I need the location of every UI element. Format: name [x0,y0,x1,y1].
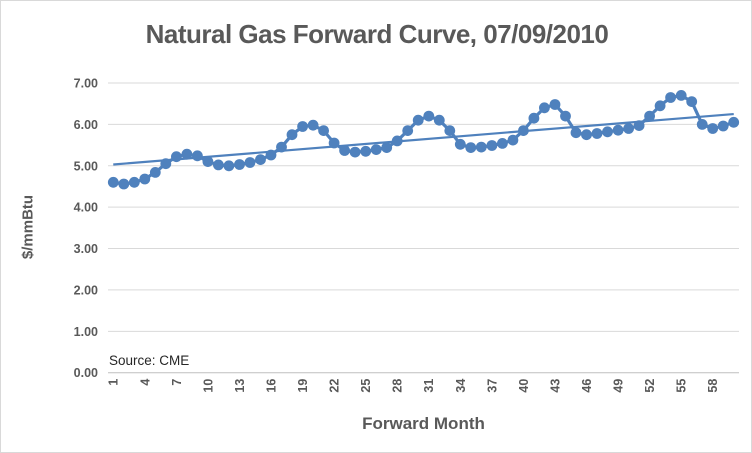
data-point-marker [107,176,119,188]
data-point-marker [623,123,634,134]
x-tick-label: 1 [107,379,121,386]
data-point-marker [433,114,445,126]
data-point-marker [223,160,235,172]
data-point-marker [507,134,519,146]
data-point-marker [360,145,372,157]
data-point-marker [244,157,256,168]
data-point-marker [370,144,382,156]
y-tick-label: 6.00 [74,118,98,132]
data-point-marker [318,125,329,136]
data-point-marker [339,145,350,156]
data-point-marker [349,146,361,158]
x-tick-label: 58 [706,379,720,393]
data-point-marker [654,100,666,112]
x-axis-title: Forward Month [362,414,485,433]
x-tick-label: 19 [296,379,310,393]
data-point-marker [297,121,308,132]
x-tick-label: 22 [328,379,342,393]
data-point-marker [675,90,687,101]
x-tick-label: 49 [612,379,626,393]
data-point-marker [307,119,319,131]
x-tick-label: 4 [138,379,152,386]
y-tick-label: 1.00 [74,325,98,339]
source-note: Source: CME [109,353,190,368]
data-point-marker [454,138,466,150]
data-point-marker [202,156,214,168]
data-point-marker [591,128,603,139]
data-point-marker [644,110,655,122]
data-point-marker [560,110,571,122]
data-point-marker [276,141,287,153]
y-tick-label: 5.00 [74,159,98,173]
x-tick-label: 40 [517,379,531,393]
data-point-marker [149,167,161,178]
data-point-marker [391,135,403,147]
data-point-marker [633,120,645,131]
data-point-marker [728,116,740,128]
data-point-marker [286,129,298,141]
x-tick-label: 7 [170,379,184,386]
data-point-marker [171,151,182,163]
data-point-marker [665,92,676,103]
data-point-marker [696,119,708,130]
y-tick-label: 4.00 [74,201,98,215]
data-point-marker [118,178,130,190]
data-point-marker [528,112,540,124]
data-point-marker [486,140,498,151]
data-point-marker [402,125,414,136]
data-point-marker [128,176,140,188]
data-point-marker [444,125,456,136]
y-tick-label: 3.00 [74,242,98,256]
trendline [113,112,734,166]
data-point-marker [160,158,172,170]
y-tick-label: 2.00 [74,283,98,297]
data-point-marker [518,125,529,136]
data-point-marker [412,114,424,126]
x-tick-label: 34 [454,379,468,393]
x-tick-label: 28 [391,379,405,393]
data-point-marker [328,137,340,149]
data-point-marker [602,126,613,138]
x-tick-label: 37 [485,379,499,393]
x-tick-label: 25 [359,379,373,393]
x-tick-label: 55 [675,379,689,393]
y-tick-label: 0.00 [74,366,98,380]
data-point-marker [139,173,151,185]
data-point-marker [581,129,592,141]
y-tick-label: 7.00 [74,77,98,91]
data-point-marker [234,159,245,170]
data-point-marker [707,123,719,134]
data-point-marker [181,148,193,160]
data-point-marker [465,142,477,154]
data-point-marker [570,127,582,139]
data-point-marker [213,159,224,171]
data-point-marker [475,141,487,153]
data-point-marker [686,96,698,107]
data-point-marker [539,102,550,114]
x-tick-label: 10 [201,379,215,393]
x-tick-label: 16 [265,379,279,393]
x-tick-label: 43 [548,379,562,393]
data-point-marker [497,138,508,149]
data-point-marker [717,120,729,132]
x-tick-label: 52 [643,379,657,393]
data-point-marker [549,99,561,110]
data-point-marker [192,150,203,162]
data-point-marker [612,124,624,136]
x-tick-label: 13 [233,379,247,393]
data-point-marker [381,142,393,154]
x-tick-label: 31 [422,379,436,393]
x-tick-label: 46 [580,379,594,393]
data-point-marker [255,154,266,166]
chart-title: Natural Gas Forward Curve, 07/09/2010 [145,19,609,49]
data-point-marker [265,149,277,161]
data-point-marker [423,110,435,122]
